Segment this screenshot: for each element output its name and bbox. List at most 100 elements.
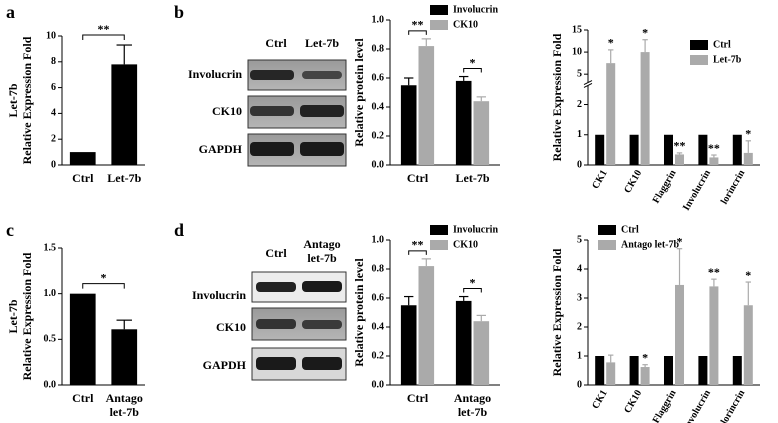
bracket bbox=[463, 68, 482, 73]
legend-label: Involucrin bbox=[453, 4, 498, 15]
bracket bbox=[408, 30, 427, 35]
y-title: Let-7b bbox=[6, 83, 20, 117]
y-tick-label: 3 bbox=[577, 292, 582, 303]
y-tick-label: 2 bbox=[577, 321, 582, 332]
significance: * bbox=[642, 350, 648, 364]
significance: * bbox=[745, 268, 751, 282]
significance: * bbox=[745, 127, 751, 141]
x-tick-label: Antago let-7b bbox=[106, 391, 143, 419]
bar bbox=[473, 321, 490, 385]
x-tick-label: lorincrin bbox=[719, 388, 748, 423]
y-axis-label: Relative Expression Fold bbox=[20, 252, 34, 380]
blot-row: GAPDH bbox=[199, 142, 243, 156]
x-tick-label: Ctrl bbox=[407, 391, 429, 405]
y-tick-label: 2 bbox=[51, 133, 56, 144]
legend-label: CK10 bbox=[453, 19, 478, 30]
bracket-label: ** bbox=[412, 238, 424, 252]
bar bbox=[640, 367, 650, 385]
bar bbox=[663, 134, 673, 165]
x-tick-label: CK1 bbox=[590, 388, 610, 411]
legend-swatch bbox=[598, 240, 616, 250]
bracket bbox=[463, 288, 482, 293]
bar bbox=[640, 52, 650, 165]
blot-column: Antago let-7b bbox=[303, 237, 340, 265]
panel-label: d bbox=[174, 220, 184, 240]
y-tick-label: 0.0 bbox=[372, 159, 385, 170]
x-tick-label: CK10 bbox=[622, 168, 644, 195]
bar bbox=[69, 293, 96, 385]
y-tick-label: 2 bbox=[577, 99, 582, 110]
x-tick-label: Let-7b bbox=[107, 171, 141, 185]
blot-d: Ctrl Antago let-7b Involucrin CK10 GAPDH bbox=[192, 237, 347, 381]
x-tick-label: Let-7b bbox=[456, 171, 490, 185]
bar bbox=[732, 356, 742, 385]
blot-row: CK10 bbox=[212, 104, 242, 118]
bar bbox=[455, 300, 472, 385]
bar bbox=[743, 152, 753, 165]
panel-label: c bbox=[6, 220, 14, 240]
y-tick-label: 0.8 bbox=[372, 263, 385, 274]
y-tick-label: 0.0 bbox=[44, 379, 57, 390]
bracket-label: * bbox=[470, 55, 476, 69]
bar bbox=[629, 356, 639, 385]
bracket-label: ** bbox=[412, 18, 424, 32]
bracket-label: ** bbox=[98, 22, 110, 36]
y-tick-label: 0 bbox=[51, 159, 56, 170]
bar bbox=[606, 362, 616, 385]
significance: ** bbox=[674, 139, 686, 153]
y-tick-label: 4 bbox=[51, 108, 56, 119]
bar bbox=[606, 63, 616, 165]
bar bbox=[709, 157, 719, 165]
significance: * bbox=[677, 234, 683, 248]
axis-break bbox=[583, 80, 593, 86]
bar bbox=[400, 85, 417, 165]
x-tick-label: Flaggrin bbox=[651, 168, 679, 206]
bar bbox=[675, 154, 685, 165]
x-tick-label: Ctrl bbox=[72, 171, 94, 185]
significance: ** bbox=[708, 265, 720, 279]
y-tick-label: 0.0 bbox=[372, 379, 385, 390]
y-axis-label: Relative Expression Fold bbox=[20, 36, 34, 164]
x-tick-label: lorincrin bbox=[719, 168, 748, 207]
x-tick-label: Involucrin bbox=[681, 168, 713, 213]
y-axis-label: Relative protein level bbox=[352, 258, 366, 367]
blot-column: Ctrl bbox=[265, 246, 287, 260]
y-tick-label: 0.4 bbox=[372, 101, 385, 112]
y-tick-label: 1.0 bbox=[372, 14, 385, 25]
y-axis-label: Relative protein level bbox=[352, 38, 366, 147]
significance: ** bbox=[708, 141, 720, 155]
y-tick-label: 1 bbox=[577, 129, 582, 140]
y-tick-label: 1 bbox=[577, 350, 582, 361]
bar bbox=[732, 134, 742, 165]
y-tick-label: 0.2 bbox=[372, 130, 385, 141]
y-tick-label: 5 bbox=[577, 234, 582, 245]
bar bbox=[595, 134, 605, 165]
y-tick-label: 1.0 bbox=[372, 234, 385, 245]
legend-label: Let-7b bbox=[713, 54, 742, 65]
bar bbox=[473, 101, 490, 165]
y-tick-label: 0 bbox=[577, 159, 582, 170]
band bbox=[302, 357, 342, 370]
bar bbox=[675, 284, 685, 385]
bar bbox=[709, 286, 719, 385]
bar bbox=[663, 356, 673, 385]
x-tick-label: Ctrl bbox=[72, 391, 94, 405]
x-tick-label: Flaggrin bbox=[651, 388, 679, 423]
x-tick-label: CK1 bbox=[590, 168, 610, 191]
bar bbox=[418, 46, 435, 165]
y-tick-label: 15 bbox=[572, 24, 582, 35]
x-tick-label: CK10 bbox=[622, 388, 644, 415]
band bbox=[302, 281, 342, 292]
y-title: Let-7b bbox=[6, 299, 20, 333]
y-tick-label: 0.6 bbox=[372, 292, 385, 303]
bar bbox=[111, 329, 138, 385]
legend-label: Ctrl bbox=[713, 39, 731, 50]
band bbox=[256, 357, 296, 370]
bar bbox=[455, 80, 472, 165]
band bbox=[302, 71, 342, 79]
y-tick-label: 5 bbox=[577, 68, 582, 79]
y-tick-label: 8 bbox=[51, 56, 56, 67]
band bbox=[256, 282, 296, 292]
significance: * bbox=[642, 25, 648, 39]
x-tick-label: Ctrl bbox=[407, 171, 429, 185]
